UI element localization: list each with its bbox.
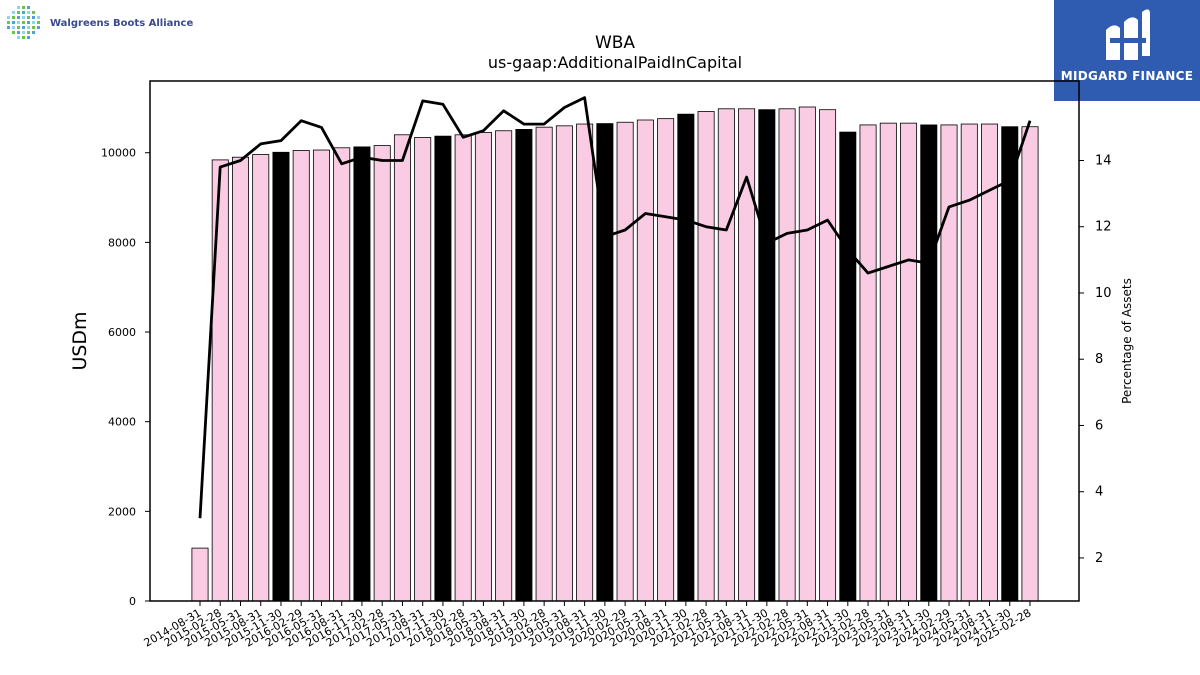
bar-2022-05-31 — [798, 106, 816, 602]
bar-2015-08-31 — [252, 154, 270, 602]
bar-2016-02-29 — [292, 150, 310, 602]
y-tick-label: 8000 — [108, 236, 136, 249]
bar-2019-08-31 — [576, 123, 594, 602]
y2-tick-label: 2 — [1095, 551, 1103, 566]
bar-2023-05-31 — [879, 122, 897, 602]
bar-2022-08-31 — [819, 109, 837, 602]
y-tick-label: 0 — [129, 595, 136, 608]
bar-2017-05-31 — [393, 134, 411, 602]
y2-tick-label: 14 — [1095, 153, 1112, 168]
bar-2024-08-31 — [981, 123, 999, 602]
bar-2020-05-31 — [636, 119, 654, 602]
bar-2015-11-30 — [272, 151, 290, 602]
y-tick-label: 6000 — [108, 326, 136, 339]
bar-2017-08-31 — [414, 137, 432, 602]
y-tick-label: 2000 — [108, 505, 136, 518]
bar-series — [191, 106, 1039, 602]
bar-2020-11-30 — [677, 113, 695, 602]
bar-2019-05-31 — [555, 125, 573, 602]
bar-2024-05-31 — [960, 123, 978, 602]
bar-2017-02-28 — [373, 145, 391, 602]
bar-2018-05-31 — [474, 132, 492, 602]
y-tick-label: 10000 — [101, 147, 136, 160]
line-series — [198, 96, 1032, 519]
y2-tick-label: 12 — [1095, 220, 1112, 235]
bar-2016-08-31 — [333, 147, 351, 602]
bar-2021-11-30 — [758, 109, 776, 602]
bar-2025-02-28 — [1021, 126, 1039, 602]
bar-2023-08-31 — [900, 122, 918, 602]
y-axis-right: 2 4 6 8 10 12 14 — [1079, 153, 1112, 566]
bar-2021-02-28 — [697, 111, 715, 602]
bar-2018-11-30 — [515, 129, 533, 602]
percentage-line — [198, 96, 1032, 519]
x-axis: 2014-08-312015-02-282015-05-312015-08-31… — [142, 601, 1034, 650]
bar-2021-08-31 — [738, 108, 756, 602]
bar-2023-11-30 — [920, 124, 938, 602]
y2-tick-label: 6 — [1095, 418, 1103, 433]
bar-2014-08-31 — [191, 547, 209, 602]
midgard-brand-text: MIDGARD FINANCE — [1060, 69, 1194, 83]
bar-2016-05-31 — [312, 149, 330, 602]
midgard-emblem-icon — [1106, 9, 1150, 60]
bar-2023-02-28 — [859, 124, 877, 602]
y-axis-left: 0 2000 4000 6000 8000 10000 — [101, 147, 150, 608]
chart-title: WBA — [595, 33, 635, 53]
walgreens-dots-icon — [7, 6, 40, 39]
y2-axis-label: Percentage of Assets — [1120, 278, 1134, 404]
y-axis-label: USDm — [69, 311, 91, 370]
bar-2022-02-28 — [778, 108, 796, 602]
chart-subtitle: us-gaap:AdditionalPaidInCapital — [488, 53, 742, 72]
y2-tick-label: 4 — [1095, 485, 1103, 500]
y2-tick-label: 10 — [1095, 286, 1112, 301]
walgreens-brand-text: Walgreens Boots Alliance — [50, 17, 194, 29]
bar-2018-02-28 — [454, 134, 472, 602]
bar-2020-08-31 — [657, 118, 675, 602]
bar-2015-05-31 — [231, 156, 249, 602]
y-tick-label: 4000 — [108, 416, 136, 429]
bar-2016-11-30 — [353, 146, 371, 602]
bar-2019-02-28 — [535, 126, 553, 602]
bar-2024-02-29 — [940, 124, 958, 602]
bar-2015-02-28 — [211, 159, 229, 602]
bar-2017-11-30 — [434, 135, 452, 602]
bar-2022-11-30 — [839, 131, 857, 602]
bar-2018-08-31 — [495, 130, 513, 602]
y2-tick-label: 8 — [1095, 352, 1103, 367]
plot-frame — [149, 80, 1080, 602]
bar-2021-05-31 — [717, 108, 735, 602]
walgreens-logo: Walgreens Boots Alliance — [4, 4, 193, 42]
bar-2020-02-29 — [616, 121, 634, 602]
bar-2024-11-30 — [1001, 126, 1019, 602]
